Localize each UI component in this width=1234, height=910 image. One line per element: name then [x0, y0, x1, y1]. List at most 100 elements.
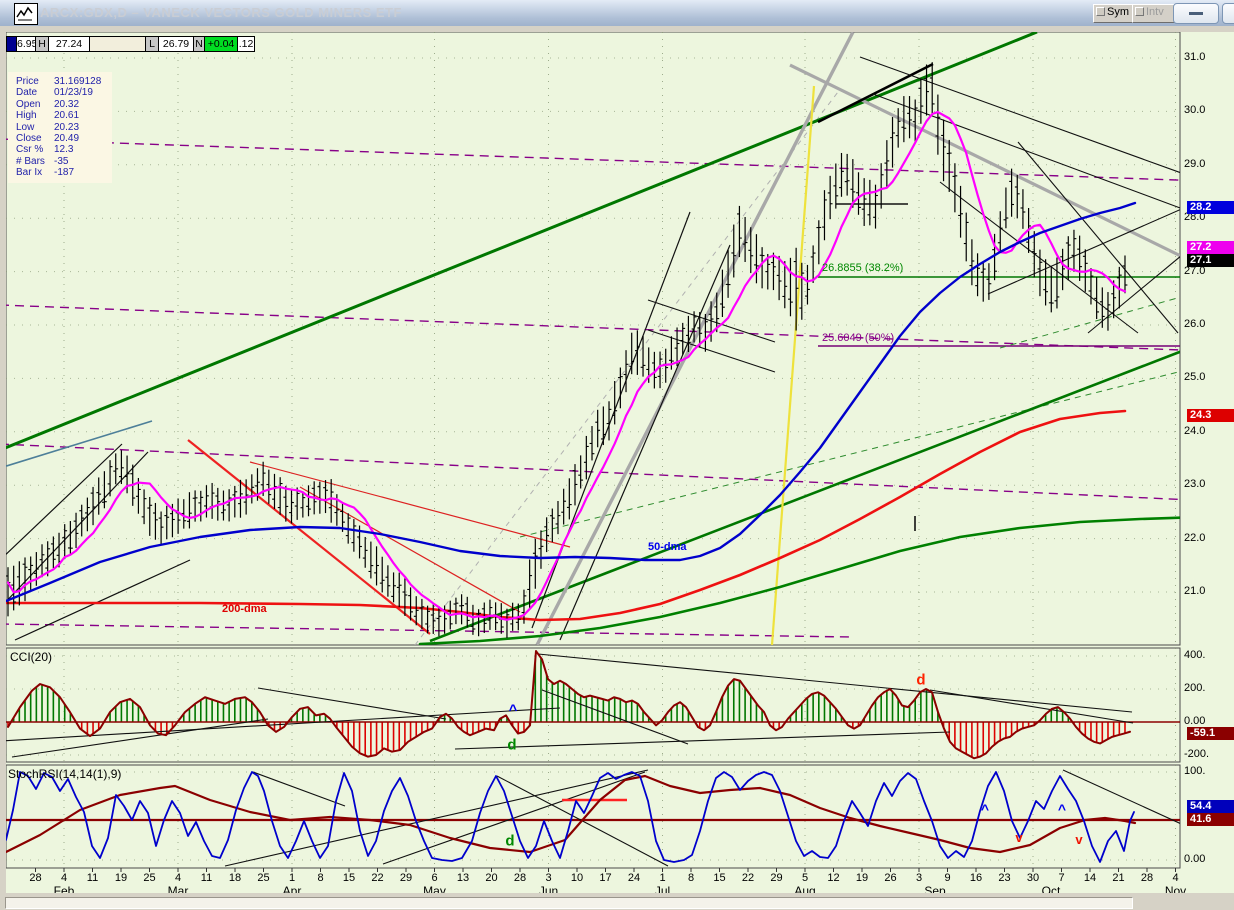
cci-axis-label: 200. — [1184, 682, 1206, 694]
price-axis-label: 27.0 — [1184, 264, 1206, 277]
cci-panel-label: CCI(20) — [10, 650, 53, 664]
cci-histogram — [7, 657, 1126, 758]
x-axis-tick-label: 11 — [200, 872, 213, 884]
window-title: ARCX:GDX,D – VANECK VECTORS GOLD MINERS … — [40, 5, 402, 20]
intv-button[interactable]: Intv — [1132, 4, 1175, 23]
quote-bar: 6.95 H 27.24 L 26.79 N +0.04.12 — [6, 36, 255, 52]
stoch-fast-line — [6, 771, 1135, 863]
data-box-row: High 20.61 — [16, 110, 80, 122]
x-axis-tick-label: 30 — [1026, 872, 1040, 884]
stoch-badge: 54.4 — [1187, 800, 1234, 813]
x-axis-tick-label: 12 — [827, 872, 840, 884]
data-box-row: Close 20.49 — [16, 133, 80, 145]
price-axis-label: 31.0 — [1184, 51, 1206, 63]
main-price-panel[interactable] — [6, 32, 1234, 645]
quote-symbol-box — [6, 36, 17, 52]
x-axis-tick-label: 15 — [342, 872, 356, 884]
cci-axis-label: -200. — [1184, 748, 1210, 760]
chart-annotation: d — [505, 832, 515, 850]
stoch-panel-label: StochRSI(14,14(1),9) — [8, 767, 122, 781]
x-axis-tick-label: 25 — [257, 872, 270, 884]
price-axis-label: 22.0 — [1184, 531, 1206, 544]
fib-50-label: 25.6049 (50%) — [822, 332, 895, 344]
sym-icon — [1096, 7, 1105, 16]
quote-field: .12 — [238, 36, 255, 52]
dma50-line — [6, 201, 1137, 603]
chart-client-area[interactable]: 6.95 H 27.24 L 26.79 N +0.04.12 Price 31.169128… — [6, 32, 1234, 898]
stoch-slow-line — [6, 774, 1137, 854]
quote-field: H — [36, 36, 49, 52]
magenta-ma-line — [6, 110, 1127, 621]
x-axis-tick-label: 25 — [143, 872, 156, 884]
price-axis-label: 24.0 — [1184, 424, 1206, 437]
x-axis-tick-label: 18 — [228, 872, 242, 884]
x-axis-tick-label: 28 — [1140, 872, 1154, 884]
price-badge: 28.2 — [1187, 201, 1234, 214]
x-axis-tick-label: 23 — [998, 872, 1011, 884]
chart-annotation: v — [1015, 829, 1023, 845]
x-axis-tick-label: 22 — [741, 872, 755, 884]
restore-button[interactable] — [1222, 3, 1234, 24]
stoch-badge: 41.6 — [1187, 813, 1234, 826]
price-axis-label: 23.0 — [1184, 478, 1206, 491]
chart-annotation: ^ — [508, 701, 518, 719]
chart-annotation: ^ — [980, 801, 990, 818]
x-axis-tick-label: 3 — [915, 872, 923, 884]
intv-icon — [1135, 7, 1144, 16]
stoch-axis-label: 0.00 — [1184, 853, 1206, 865]
quote-field — [90, 36, 146, 52]
x-axis-tick-label: 6 — [431, 872, 438, 884]
x-axis-tick-label: 7 — [1058, 872, 1065, 884]
cci-axis-label: 400. — [1184, 649, 1206, 661]
data-box-row: Open 20.32 — [16, 98, 80, 110]
x-axis-tick-label: 8 — [687, 872, 695, 884]
data-box-row: Low 20.23 — [16, 121, 80, 133]
quote-field: N — [194, 36, 205, 52]
quote-field: L — [146, 36, 159, 52]
price-badge: 27.2 — [1187, 241, 1234, 254]
cci-panel[interactable] — [6, 648, 1180, 762]
window-frame-left — [0, 26, 6, 910]
dma200-label: 200-dma — [222, 603, 267, 615]
x-axis-tick-label: 16 — [969, 872, 983, 884]
data-box-row: Bar Ix -187 — [16, 167, 75, 179]
x-axis-tick-label: 29 — [399, 872, 413, 884]
chart-annotation: v — [1075, 831, 1083, 847]
chart-annotation: ^ — [1057, 801, 1067, 818]
stoch-axis-label: 100. — [1184, 765, 1206, 777]
window-frame-bottom — [0, 893, 1234, 910]
status-bar — [5, 897, 1133, 909]
x-axis-tick-label: 26 — [884, 872, 897, 884]
x-axis-tick-label: 5 — [801, 872, 809, 884]
cci-badge: -59.1 — [1187, 727, 1234, 740]
chart-annotation: d — [916, 671, 926, 689]
x-axis-tick-label: 15 — [713, 872, 726, 884]
data-box-row: Date 01/23/19 — [16, 87, 93, 99]
price-axis-label: 25.0 — [1184, 371, 1206, 384]
x-axis-tick-label: 20 — [485, 872, 498, 884]
x-axis-tick-label: 24 — [627, 872, 641, 884]
chart-app-icon — [14, 3, 38, 25]
x-axis-tick-label: 10 — [570, 872, 584, 884]
x-axis-tick-label: 3 — [545, 872, 552, 884]
price-badge: 27.1 — [1187, 254, 1234, 267]
price-axis-label: 30.0 — [1184, 104, 1206, 117]
cci-line — [7, 650, 1131, 760]
cci-axis-label: 0.00 — [1184, 715, 1206, 727]
title-bar: ARCX:GDX,D – VANECK VECTORS GOLD MINERS … — [0, 0, 1234, 27]
x-axis-tick-label: 4 — [174, 872, 182, 884]
stoch-panel[interactable] — [6, 765, 1234, 868]
data-box-row: Csr % 12.3 — [16, 144, 74, 156]
x-axis-tick-label: 29 — [770, 872, 783, 884]
x-axis-tick-label: 4 — [1172, 872, 1179, 884]
price-axis-label: 29.0 — [1184, 157, 1206, 170]
x-axis-tick-label: 14 — [1083, 872, 1097, 884]
cursor-data-box: Price 31.169128 Date 01/23/19 Open 20.32 High 2… — [8, 72, 112, 183]
window-frame-top — [0, 26, 1234, 32]
chart-canvas[interactable] — [6, 32, 1234, 893]
data-box-row: # Bars -35 — [16, 155, 69, 167]
quote-field: +0.04 — [205, 36, 238, 52]
minimize-button[interactable] — [1173, 3, 1219, 24]
sym-button[interactable]: Sym — [1093, 4, 1138, 23]
x-axis-tick-label: 17 — [599, 872, 612, 884]
